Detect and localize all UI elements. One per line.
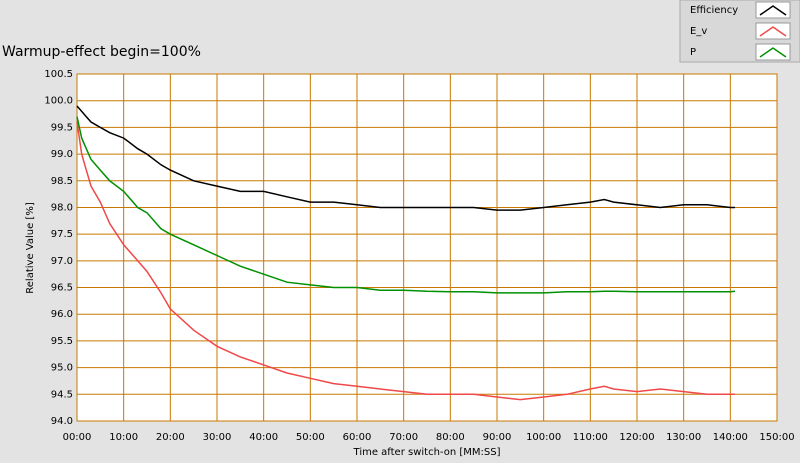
series-line	[76, 116, 736, 294]
y-tick-label: 95.5	[51, 336, 73, 347]
x-tick-label: 70:00	[389, 432, 418, 443]
y-tick-label: 97.5	[51, 229, 73, 240]
legend-label: Efficiency	[690, 5, 738, 16]
y-tick-label: 97.0	[51, 256, 73, 267]
x-tick-label: 40:00	[249, 432, 278, 443]
y-tick-label: 100.0	[44, 96, 73, 107]
x-tick-label: 30:00	[203, 432, 232, 443]
legend-swatch-box	[755, 1, 791, 19]
x-tick-label: 20:00	[156, 432, 185, 443]
x-tick-label: 60:00	[343, 432, 372, 443]
legend-label: P	[690, 47, 696, 58]
y-tick-label: 95.0	[51, 363, 73, 374]
y-tick-label: 96.0	[51, 309, 73, 320]
legend-swatch-box	[755, 22, 791, 40]
x-tick-label: 100:00	[526, 432, 561, 443]
x-tick-label: 110:00	[573, 432, 608, 443]
legend-swatch	[759, 5, 787, 16]
y-tick-label: 94.5	[51, 389, 73, 400]
x-tick-label: 150:00	[759, 432, 794, 443]
x-tick-label: 90:00	[483, 432, 512, 443]
y-tick-label: 100.5	[44, 69, 73, 80]
x-tick-label: 50:00	[296, 432, 325, 443]
x-tick-label: 130:00	[666, 432, 701, 443]
legend-swatch	[759, 47, 787, 58]
y-tick-label: 96.5	[51, 283, 73, 294]
legend-swatch	[759, 26, 787, 37]
x-tick-label: 10:00	[109, 432, 138, 443]
y-axis-label: Relative Value [%]	[25, 202, 36, 294]
y-tick-label: 94.0	[51, 416, 73, 427]
legend-label: E_v	[690, 26, 707, 37]
y-tick-label: 98.0	[51, 202, 73, 213]
series-line	[76, 105, 735, 211]
x-tick-label: 140:00	[713, 432, 748, 443]
plot-area	[76, 73, 778, 422]
y-tick-label: 99.0	[51, 149, 73, 160]
x-tick-label: 120:00	[619, 432, 654, 443]
y-tick-label: 99.5	[51, 122, 73, 133]
x-tick-label: 00:00	[63, 432, 92, 443]
x-axis-label: Time after switch-on [MM:SS]	[353, 447, 501, 458]
x-tick-label: 80:00	[436, 432, 465, 443]
chart-title: Warmup-effect begin=100%	[2, 44, 201, 60]
y-tick-label: 98.5	[51, 176, 73, 187]
legend-swatch-box	[755, 43, 791, 61]
series-line	[76, 121, 735, 401]
